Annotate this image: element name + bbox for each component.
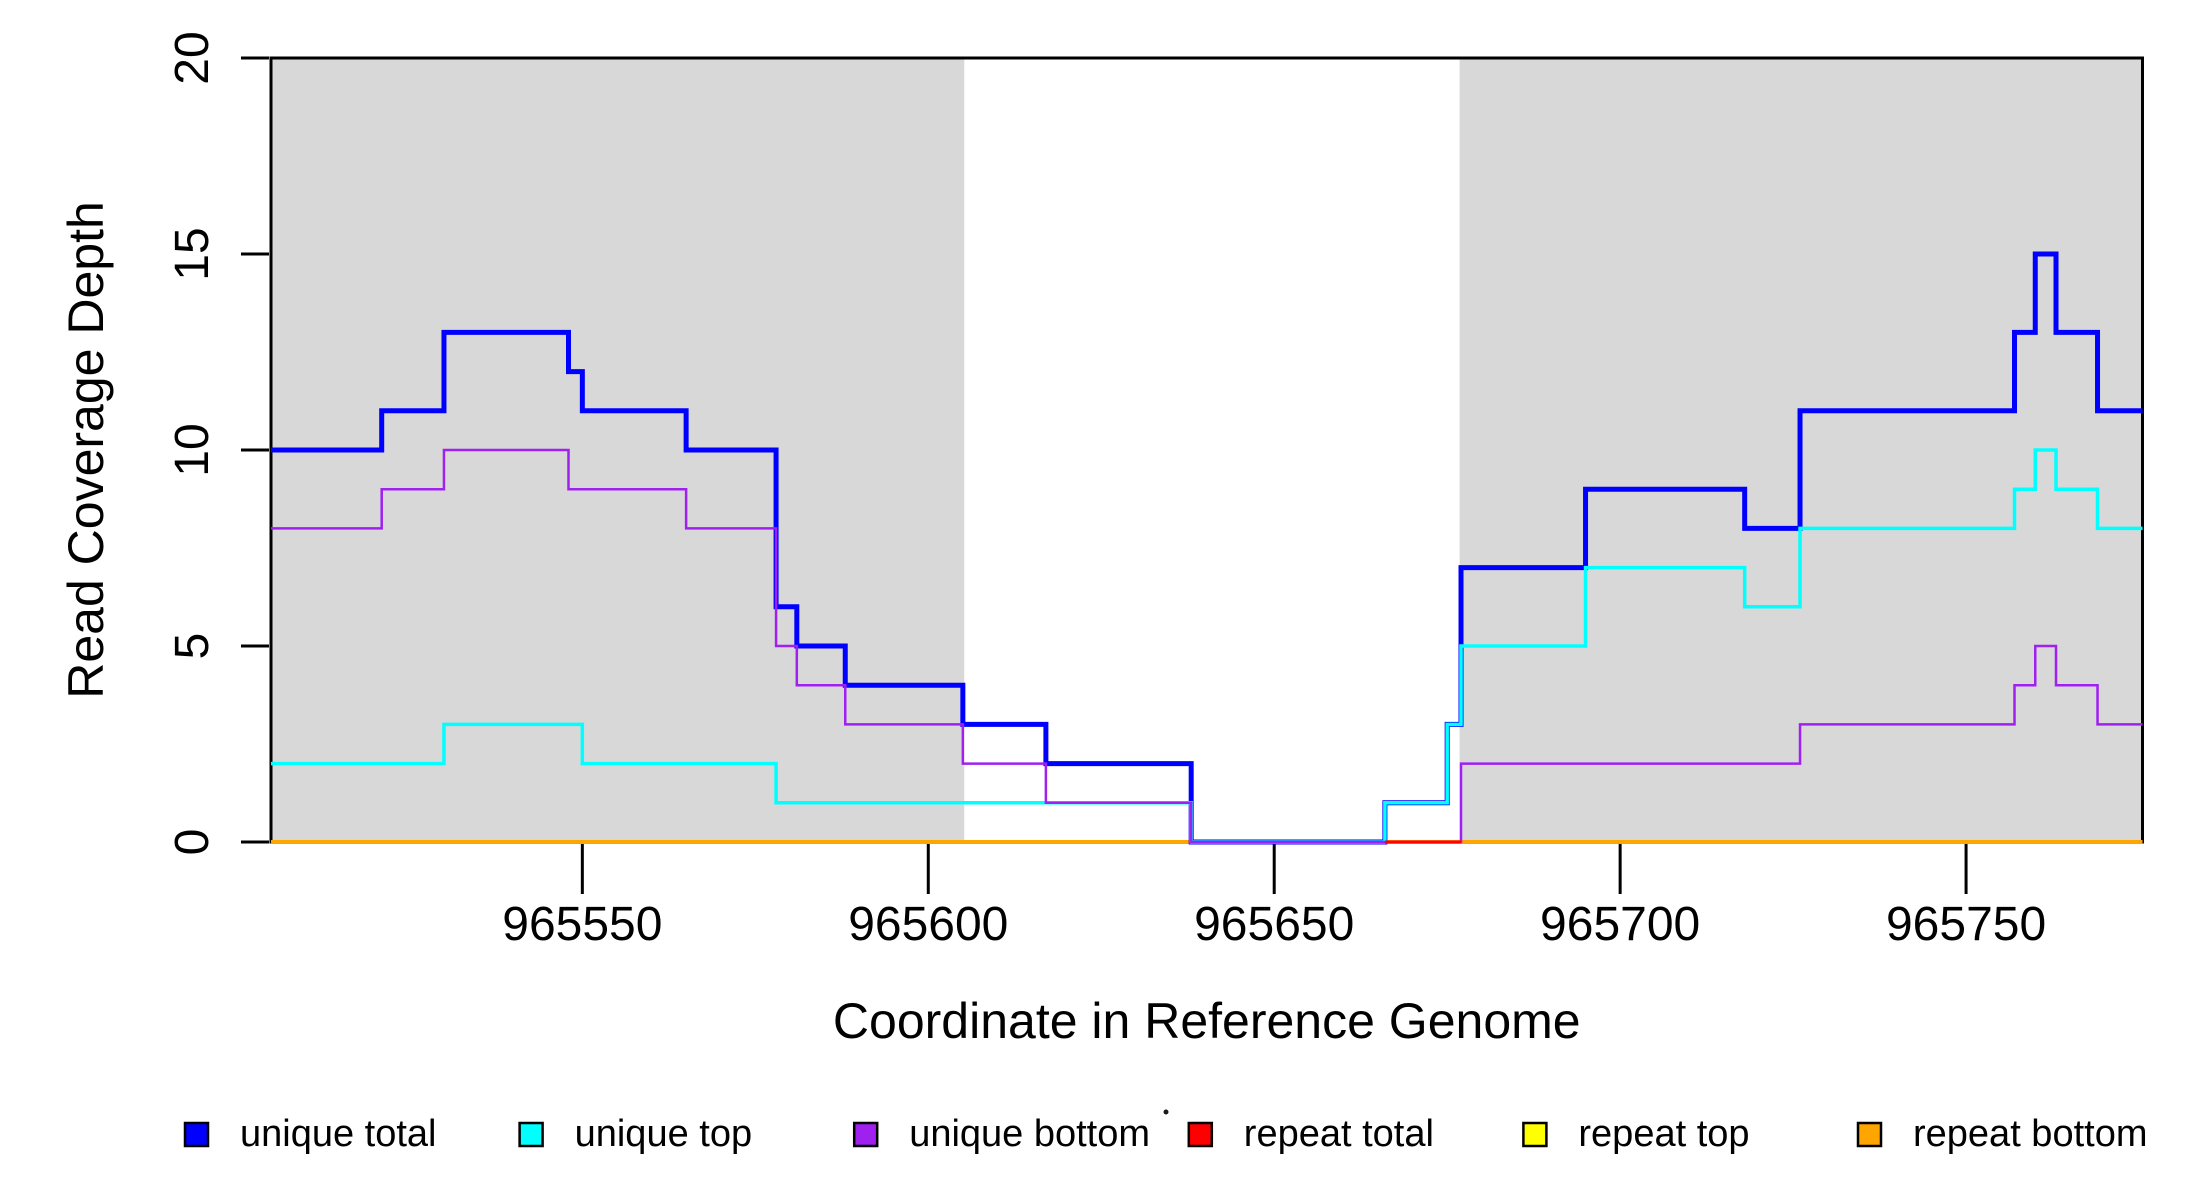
x-tick-label: 965650 [1194, 898, 1354, 951]
stray-dot-artifact [1163, 1109, 1169, 1115]
y-tick-label: 20 [166, 31, 219, 84]
legend-label-unique-total: unique total [240, 1113, 437, 1155]
y-axis-ticks: 0 5 10 15 20 [166, 31, 269, 855]
y-axis-title: Read Coverage Depth [58, 201, 114, 699]
legend-swatch-unique-top [518, 1121, 544, 1148]
x-tick-label: 965750 [1886, 898, 2046, 951]
x-axis-ticks: 965550 965600 965650 965700 965750 [502, 844, 2046, 951]
series-unique-bottom [271, 448, 2143, 844]
x-axis-title: Coordinate in Reference Genome [833, 993, 1581, 1049]
legend-swatch-unique-total [183, 1121, 210, 1148]
legend-swatch-repeat-bottom [1856, 1121, 1883, 1148]
x-tick-label: 965600 [848, 898, 1008, 951]
x-tick-label: 965700 [1540, 898, 1700, 951]
legend-label-repeat-total: repeat total [1244, 1113, 1434, 1155]
repeat-region-shading [271, 58, 965, 842]
legend-label-repeat-bottom: repeat bottom [1913, 1113, 2147, 1155]
legend-swatch-repeat-total [1187, 1121, 1214, 1148]
y-tick-label: 0 [166, 829, 219, 856]
legend: unique total unique top unique bottom repea… [183, 1113, 2147, 1155]
y-tick-label: 15 [166, 227, 219, 280]
x-tick-label: 965550 [502, 898, 662, 951]
legend-swatch-unique-bottom [852, 1121, 879, 1148]
legend-label-unique-bottom: unique bottom [909, 1113, 1150, 1155]
legend-label-repeat-top: repeat top [1578, 1113, 1749, 1155]
legend-swatch-repeat-top [1522, 1121, 1548, 1148]
y-tick-label: 10 [166, 423, 219, 476]
legend-label-unique-top: unique top [575, 1113, 753, 1155]
series-unique-top [271, 448, 2143, 844]
y-tick-label: 5 [166, 633, 219, 660]
